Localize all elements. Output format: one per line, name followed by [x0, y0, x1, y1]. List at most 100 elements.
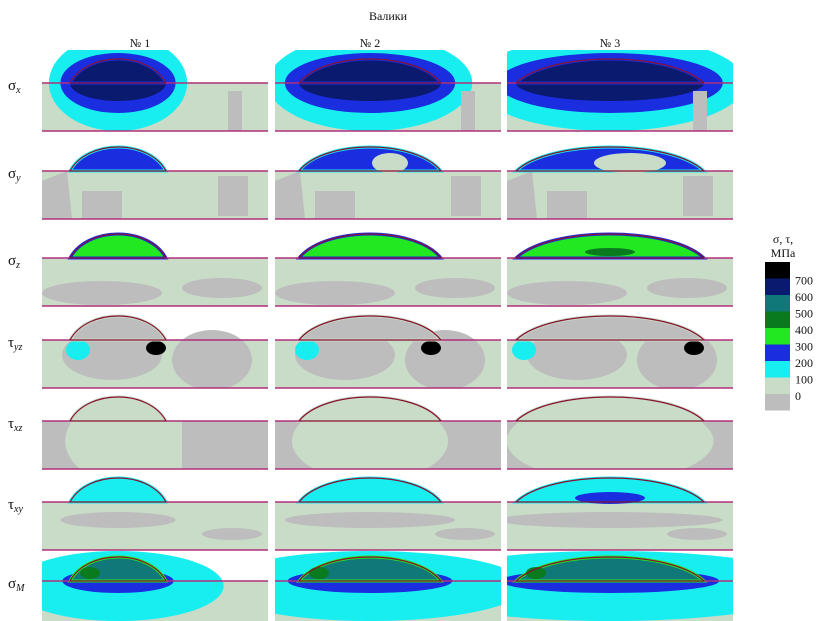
legend-swatch [765, 311, 790, 328]
region [575, 492, 645, 504]
legend-swatch [765, 295, 790, 312]
bead-outline [514, 477, 706, 503]
bead [295, 395, 445, 423]
row-symbol: τ [8, 416, 14, 432]
cell [507, 395, 733, 469]
bead-outline [68, 146, 168, 172]
region [667, 528, 727, 540]
region [295, 340, 319, 360]
cell [42, 551, 268, 621]
bead-outline [297, 233, 443, 259]
region [275, 281, 395, 305]
bead [67, 314, 169, 342]
cell [507, 551, 733, 621]
row-label: σy [8, 166, 21, 184]
bead-outline [514, 58, 706, 84]
row-subscript: xz [13, 423, 22, 434]
bead-outline [297, 477, 443, 503]
legend-swatch [765, 328, 790, 345]
cell [42, 50, 268, 131]
legend-swatch [765, 344, 790, 361]
region [594, 153, 666, 173]
cell [507, 145, 733, 219]
bead [295, 476, 445, 504]
row-label: σM [8, 576, 25, 594]
region [284, 512, 456, 528]
region [62, 330, 162, 380]
legend-swatch [765, 262, 790, 279]
row-symbol: τ [8, 497, 14, 513]
cell [42, 145, 268, 219]
row-symbol: σ [8, 166, 16, 182]
cell [42, 395, 268, 469]
bead-outline [514, 396, 706, 422]
cell [275, 50, 501, 131]
bead-outline [297, 146, 443, 172]
legend-title: σ, τ, [773, 232, 793, 246]
bead [295, 232, 445, 260]
figure-title: Валики [369, 9, 408, 23]
legend-label: 200 [795, 356, 813, 370]
cell [507, 50, 733, 131]
bead-outline [68, 233, 168, 259]
row-subscript: y [15, 173, 21, 184]
legend-swatch [765, 377, 790, 394]
region [415, 278, 495, 298]
region [295, 330, 395, 380]
column-label: № 1 [130, 36, 150, 50]
legend-label: 300 [795, 339, 813, 353]
region [527, 330, 627, 380]
region [182, 421, 268, 469]
region [218, 176, 248, 216]
region [507, 512, 723, 528]
region [172, 330, 252, 388]
row-subscript: M [15, 583, 25, 594]
cell [275, 551, 501, 621]
row-symbol: σ [8, 576, 16, 592]
region [315, 191, 355, 219]
region [507, 171, 537, 219]
region [202, 528, 262, 540]
region [80, 567, 100, 579]
region [372, 153, 408, 173]
row-label: τyz [8, 335, 22, 353]
cell [275, 395, 501, 469]
cell [275, 145, 501, 219]
bead [67, 476, 169, 504]
legend-label: 100 [795, 372, 813, 386]
region [421, 341, 441, 355]
region [60, 512, 176, 528]
region [512, 340, 536, 360]
bead-outline [297, 396, 443, 422]
row-label: σz [8, 253, 20, 271]
region [66, 340, 90, 360]
row-label: τxz [8, 416, 22, 434]
region [451, 176, 481, 216]
bead [67, 232, 169, 260]
region [42, 281, 162, 305]
bead [512, 314, 708, 342]
bead [295, 145, 445, 173]
bead-outline [514, 556, 706, 582]
cell [507, 232, 733, 306]
region [182, 278, 262, 298]
bead-outline [297, 556, 443, 582]
column-label: № 2 [360, 36, 380, 50]
column-label: № 3 [600, 36, 620, 50]
row-subscript: z [15, 260, 20, 271]
region [228, 91, 242, 131]
legend-title: МПа [771, 246, 796, 260]
legend-label: 500 [795, 306, 813, 320]
region [585, 248, 635, 256]
bead-outline [68, 477, 168, 503]
cell [42, 232, 268, 306]
row-subscript: x [15, 85, 21, 96]
region [507, 281, 627, 305]
region [684, 341, 704, 355]
bead-outline [68, 58, 168, 84]
bead-outline [68, 556, 168, 582]
region [461, 91, 475, 131]
region [683, 176, 713, 216]
legend-swatch [765, 394, 790, 411]
